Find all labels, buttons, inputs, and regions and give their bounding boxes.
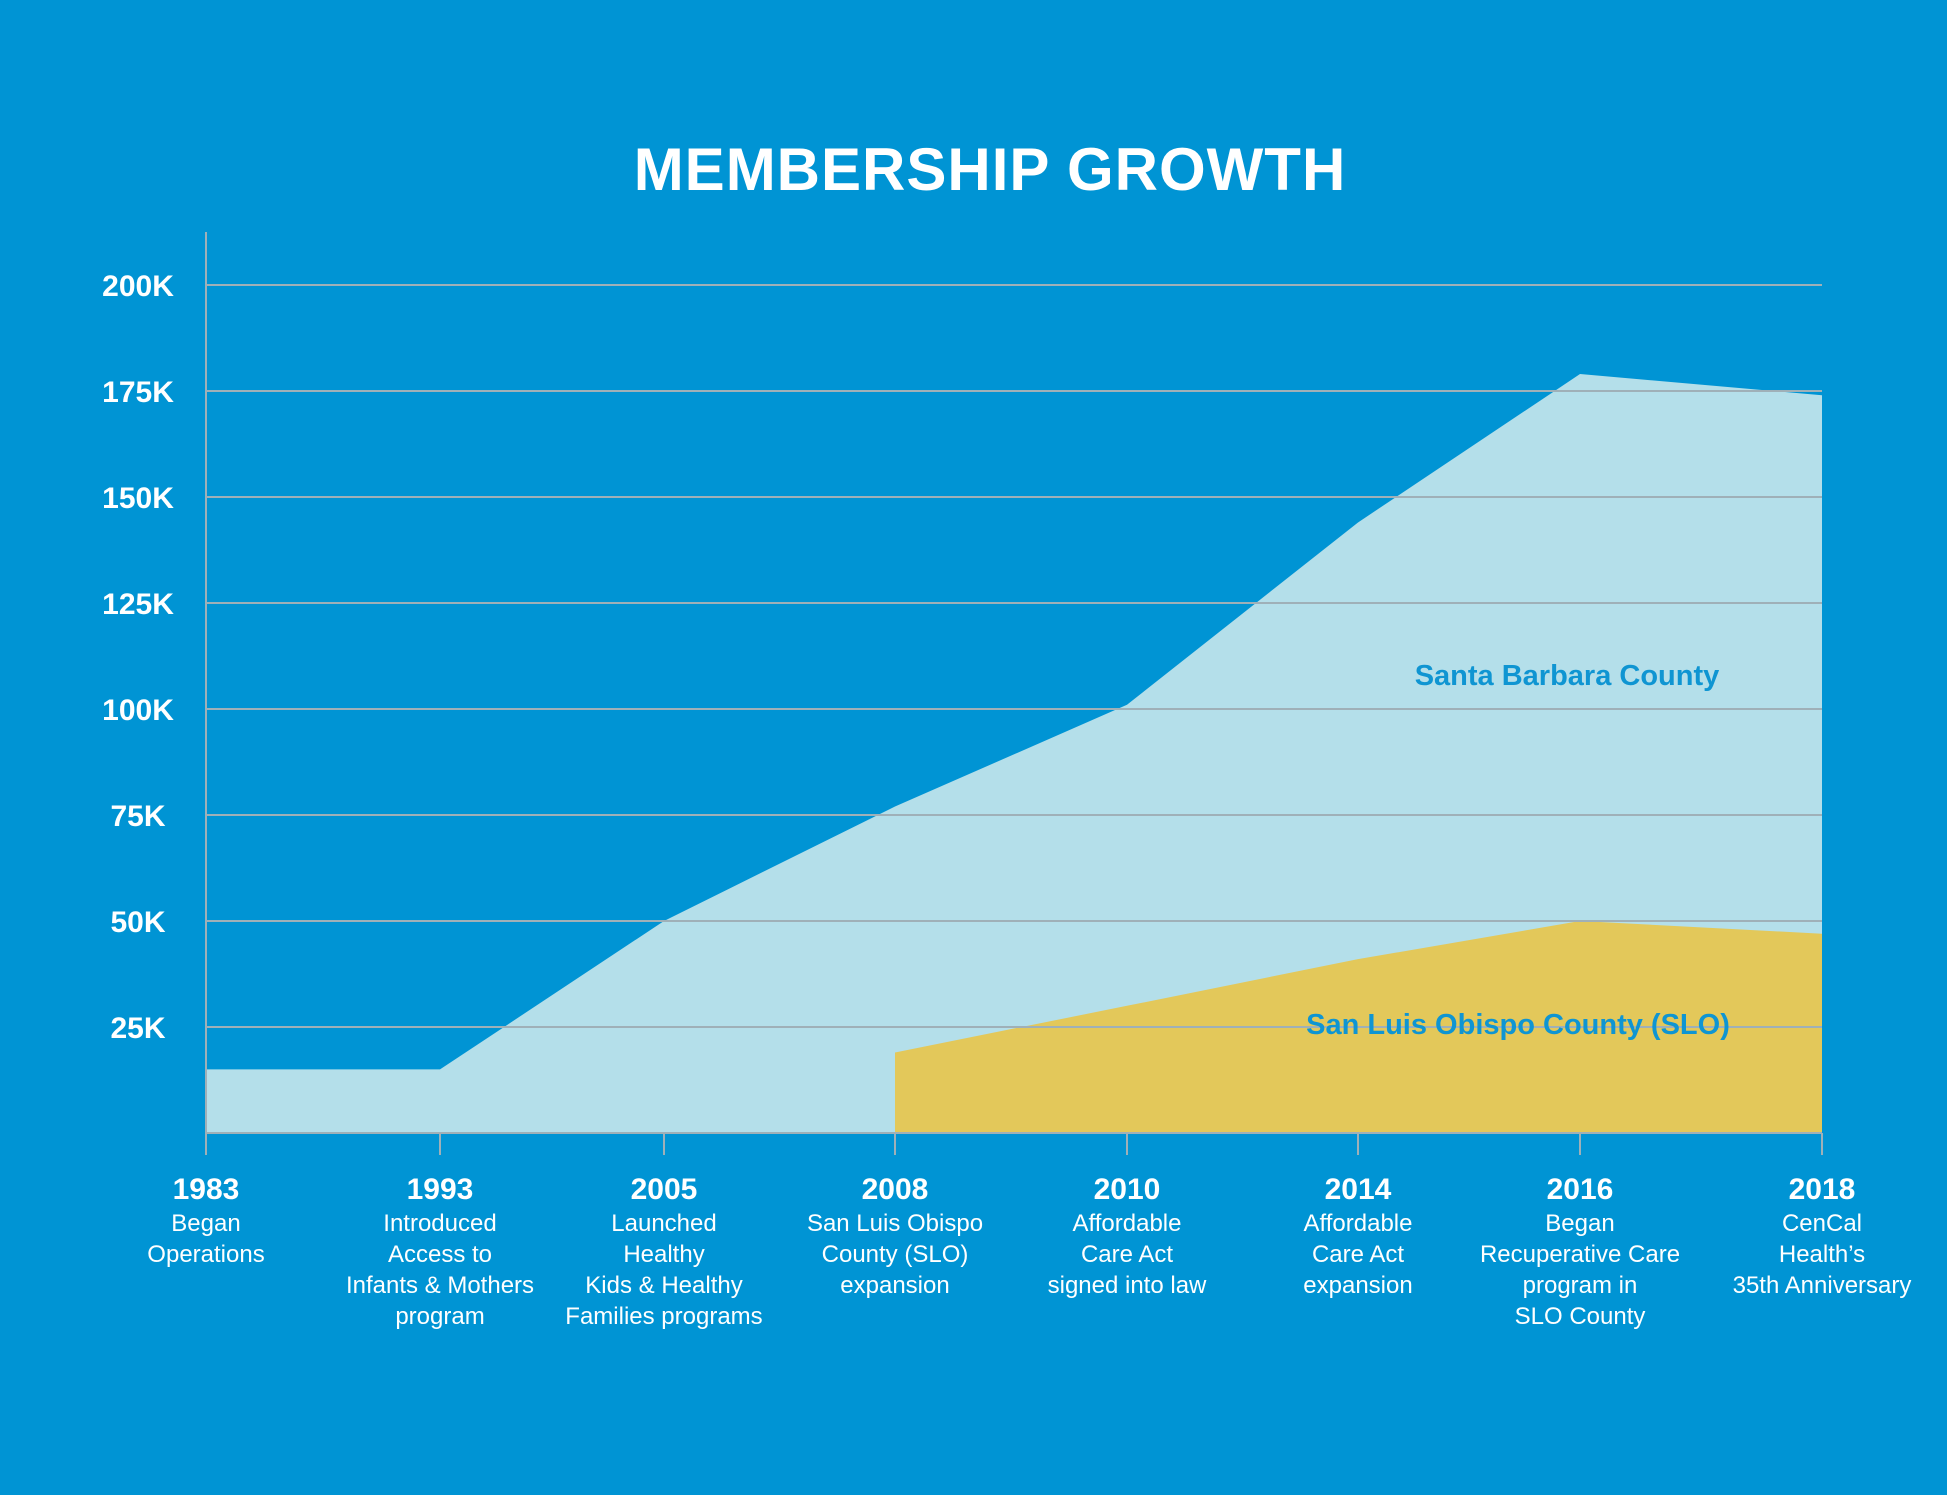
x-tick-year-2008: 2008 — [862, 1173, 929, 1206]
x-tick-year-2016: 2016 — [1547, 1173, 1614, 1206]
x-tick-desc-2010-2: Care Act — [1081, 1241, 1173, 1268]
x-tick-labels: 1983 Began Operations 1993 Introduced Access … — [147, 1173, 1911, 1330]
y-tick-25k: 25K — [110, 1012, 165, 1045]
x-tick-year-2010: 2010 — [1094, 1173, 1161, 1206]
y-tick-labels: 25K 50K 75K 100K 125K 150K 175K 200K — [102, 270, 174, 1045]
x-tick-desc-2016-1: Began — [1545, 1210, 1614, 1237]
y-tick-75k: 75K — [110, 800, 165, 833]
x-tick-year-2014: 2014 — [1325, 1173, 1392, 1206]
gridlines — [206, 284, 1822, 1028]
y-tick-50k: 50K — [110, 906, 165, 939]
x-tick-desc-2005-3: Kids & Healthy — [585, 1272, 742, 1299]
x-tick-desc-2010-1: Affordable — [1073, 1210, 1182, 1237]
x-tick-desc-2005-4: Families programs — [565, 1303, 762, 1330]
x-tick-desc-1993-3: Infants & Mothers — [346, 1272, 534, 1299]
x-tick-desc-2016-2: Recuperative Care — [1480, 1241, 1680, 1268]
x-tick-desc-2005-2: Healthy — [623, 1241, 704, 1268]
x-tick-year-1993: 1993 — [407, 1173, 474, 1206]
x-tick-desc-1983-1: Began — [171, 1210, 240, 1237]
x-tick-desc-1993-4: program — [395, 1303, 484, 1330]
x-tick-desc-2014-3: expansion — [1303, 1272, 1412, 1299]
x-tick-desc-2016-4: SLO County — [1515, 1303, 1646, 1330]
x-tick-desc-2008-2: County (SLO) — [822, 1241, 969, 1268]
y-tick-150k: 150K — [102, 482, 174, 515]
x-tick-desc-2018-3: 35th Anniversary — [1733, 1272, 1912, 1299]
series-label-san-luis-obispo: San Luis Obispo County (SLO) — [1306, 1009, 1730, 1041]
y-tick-200k: 200K — [102, 270, 174, 303]
x-tick-year-2005: 2005 — [631, 1173, 698, 1206]
x-tick-desc-2008-1: San Luis Obispo — [807, 1210, 983, 1237]
axes — [205, 232, 1823, 1155]
x-tick-desc-2018-1: CenCal — [1782, 1210, 1862, 1237]
x-tick-desc-1993-1: Introduced — [383, 1210, 496, 1237]
x-tick-desc-1993-2: Access to — [388, 1241, 492, 1268]
x-tick-desc-2014-2: Care Act — [1312, 1241, 1404, 1268]
chart-title: MEMBERSHIP GROWTH — [634, 136, 1347, 203]
x-tick-year-1983: 1983 — [173, 1173, 240, 1206]
x-tick-desc-1983-2: Operations — [147, 1241, 264, 1268]
series-label-santa-barbara: Santa Barbara County — [1415, 660, 1720, 692]
area-santa-barbara-county — [206, 374, 1822, 1133]
x-tick-desc-2005-1: Launched — [611, 1210, 716, 1237]
x-tick-desc-2018-2: Health’s — [1779, 1241, 1865, 1268]
x-tick-desc-2008-3: expansion — [840, 1272, 949, 1299]
x-tick-desc-2014-1: Affordable — [1304, 1210, 1413, 1237]
x-tick-desc-2016-3: program in — [1523, 1272, 1638, 1299]
y-tick-125k: 125K — [102, 588, 174, 621]
y-tick-100k: 100K — [102, 694, 174, 727]
y-tick-175k: 175K — [102, 376, 174, 409]
x-tick-year-2018: 2018 — [1789, 1173, 1856, 1206]
series-labels: Santa Barbara County San Luis Obispo Coun… — [1306, 660, 1730, 1041]
x-tick-desc-2010-3: signed into law — [1048, 1272, 1207, 1299]
